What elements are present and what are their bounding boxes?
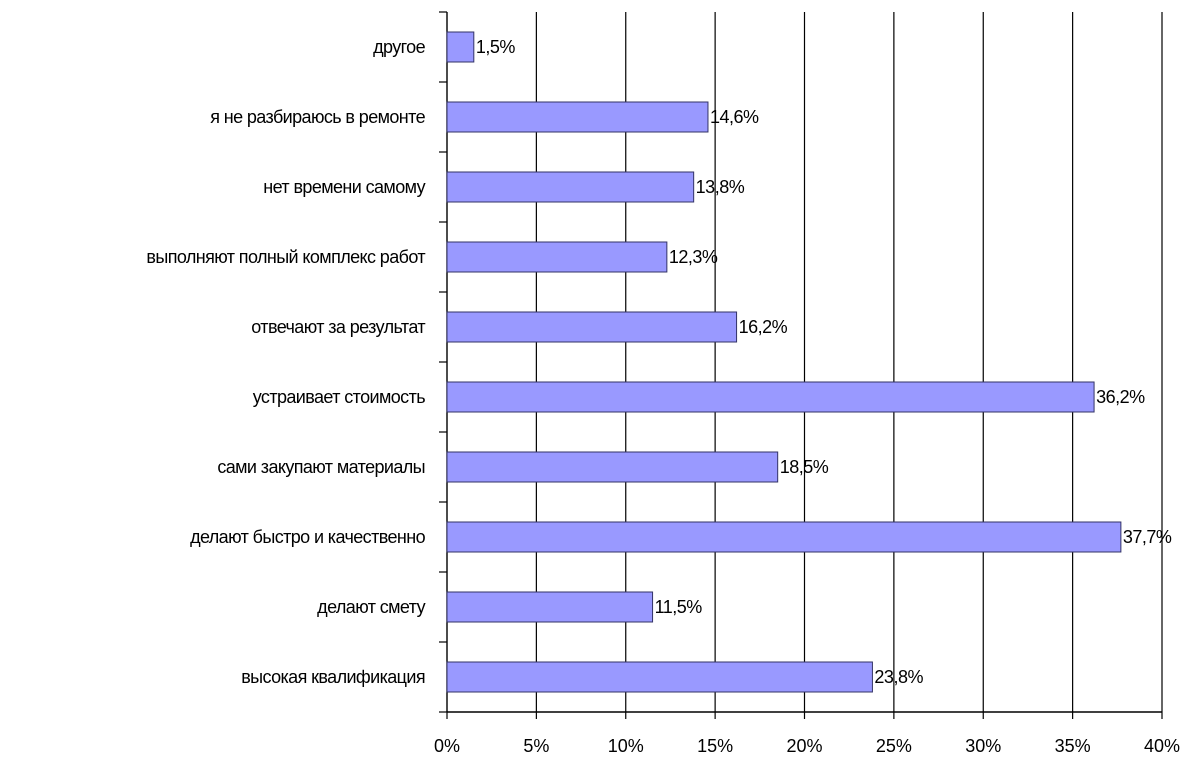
category-label-10: высокая квалификация [241, 667, 425, 687]
x-tick-label-20: 20% [786, 736, 822, 756]
x-tick-label-10: 10% [608, 736, 644, 756]
data-label-1: 1,5% [476, 37, 516, 57]
data-label-6: 36,2% [1096, 387, 1145, 407]
x-tick-label-5: 5% [523, 736, 549, 756]
data-label-3: 13,8% [696, 177, 745, 197]
data-label-8: 37,7% [1123, 527, 1172, 547]
data-label-10: 23,8% [874, 667, 923, 687]
category-label-4: выполняют полный комплекс работ [146, 247, 425, 267]
category-label-8: делают быстро и качественно [190, 527, 426, 547]
category-label-3: нет времени самому [263, 177, 425, 197]
x-tick-label-15: 15% [697, 736, 733, 756]
bars [446, 31, 1122, 693]
bar-8 [446, 521, 1122, 553]
category-label-5: отвечают за результат [251, 317, 425, 337]
x-tick-label-0: 0% [434, 736, 460, 756]
category-label-7: сами закупают материалы [217, 457, 425, 477]
bar-1 [446, 31, 475, 63]
bar-7 [446, 451, 779, 483]
bar-5 [446, 311, 738, 343]
category-label-1: другое [373, 37, 425, 57]
labels: 0% 5% 10% 15% 20% 25% 30% 35% 40% другое 1,5% я не … [146, 37, 1180, 756]
category-label-2: я не разбираюсь в ремонте [210, 107, 425, 127]
x-tick-label-35: 35% [1055, 736, 1091, 756]
data-label-5: 16,2% [739, 317, 788, 337]
data-label-4: 12,3% [669, 247, 718, 267]
bar-9 [446, 591, 654, 623]
data-label-2: 14,6% [710, 107, 759, 127]
bar-3 [446, 171, 695, 203]
bar-2 [446, 101, 709, 133]
category-label-6: устраивает стоимость [253, 387, 425, 407]
data-label-9: 11,5% [655, 597, 703, 617]
x-tick-label-30: 30% [965, 736, 1001, 756]
data-label-7: 18,5% [780, 457, 829, 477]
bar-6 [446, 381, 1095, 413]
x-tick-label-40: 40% [1144, 736, 1180, 756]
bar-10 [446, 661, 873, 693]
x-tick-label-25: 25% [876, 736, 912, 756]
bar-4 [446, 241, 668, 273]
category-label-9: делают смету [317, 597, 425, 617]
